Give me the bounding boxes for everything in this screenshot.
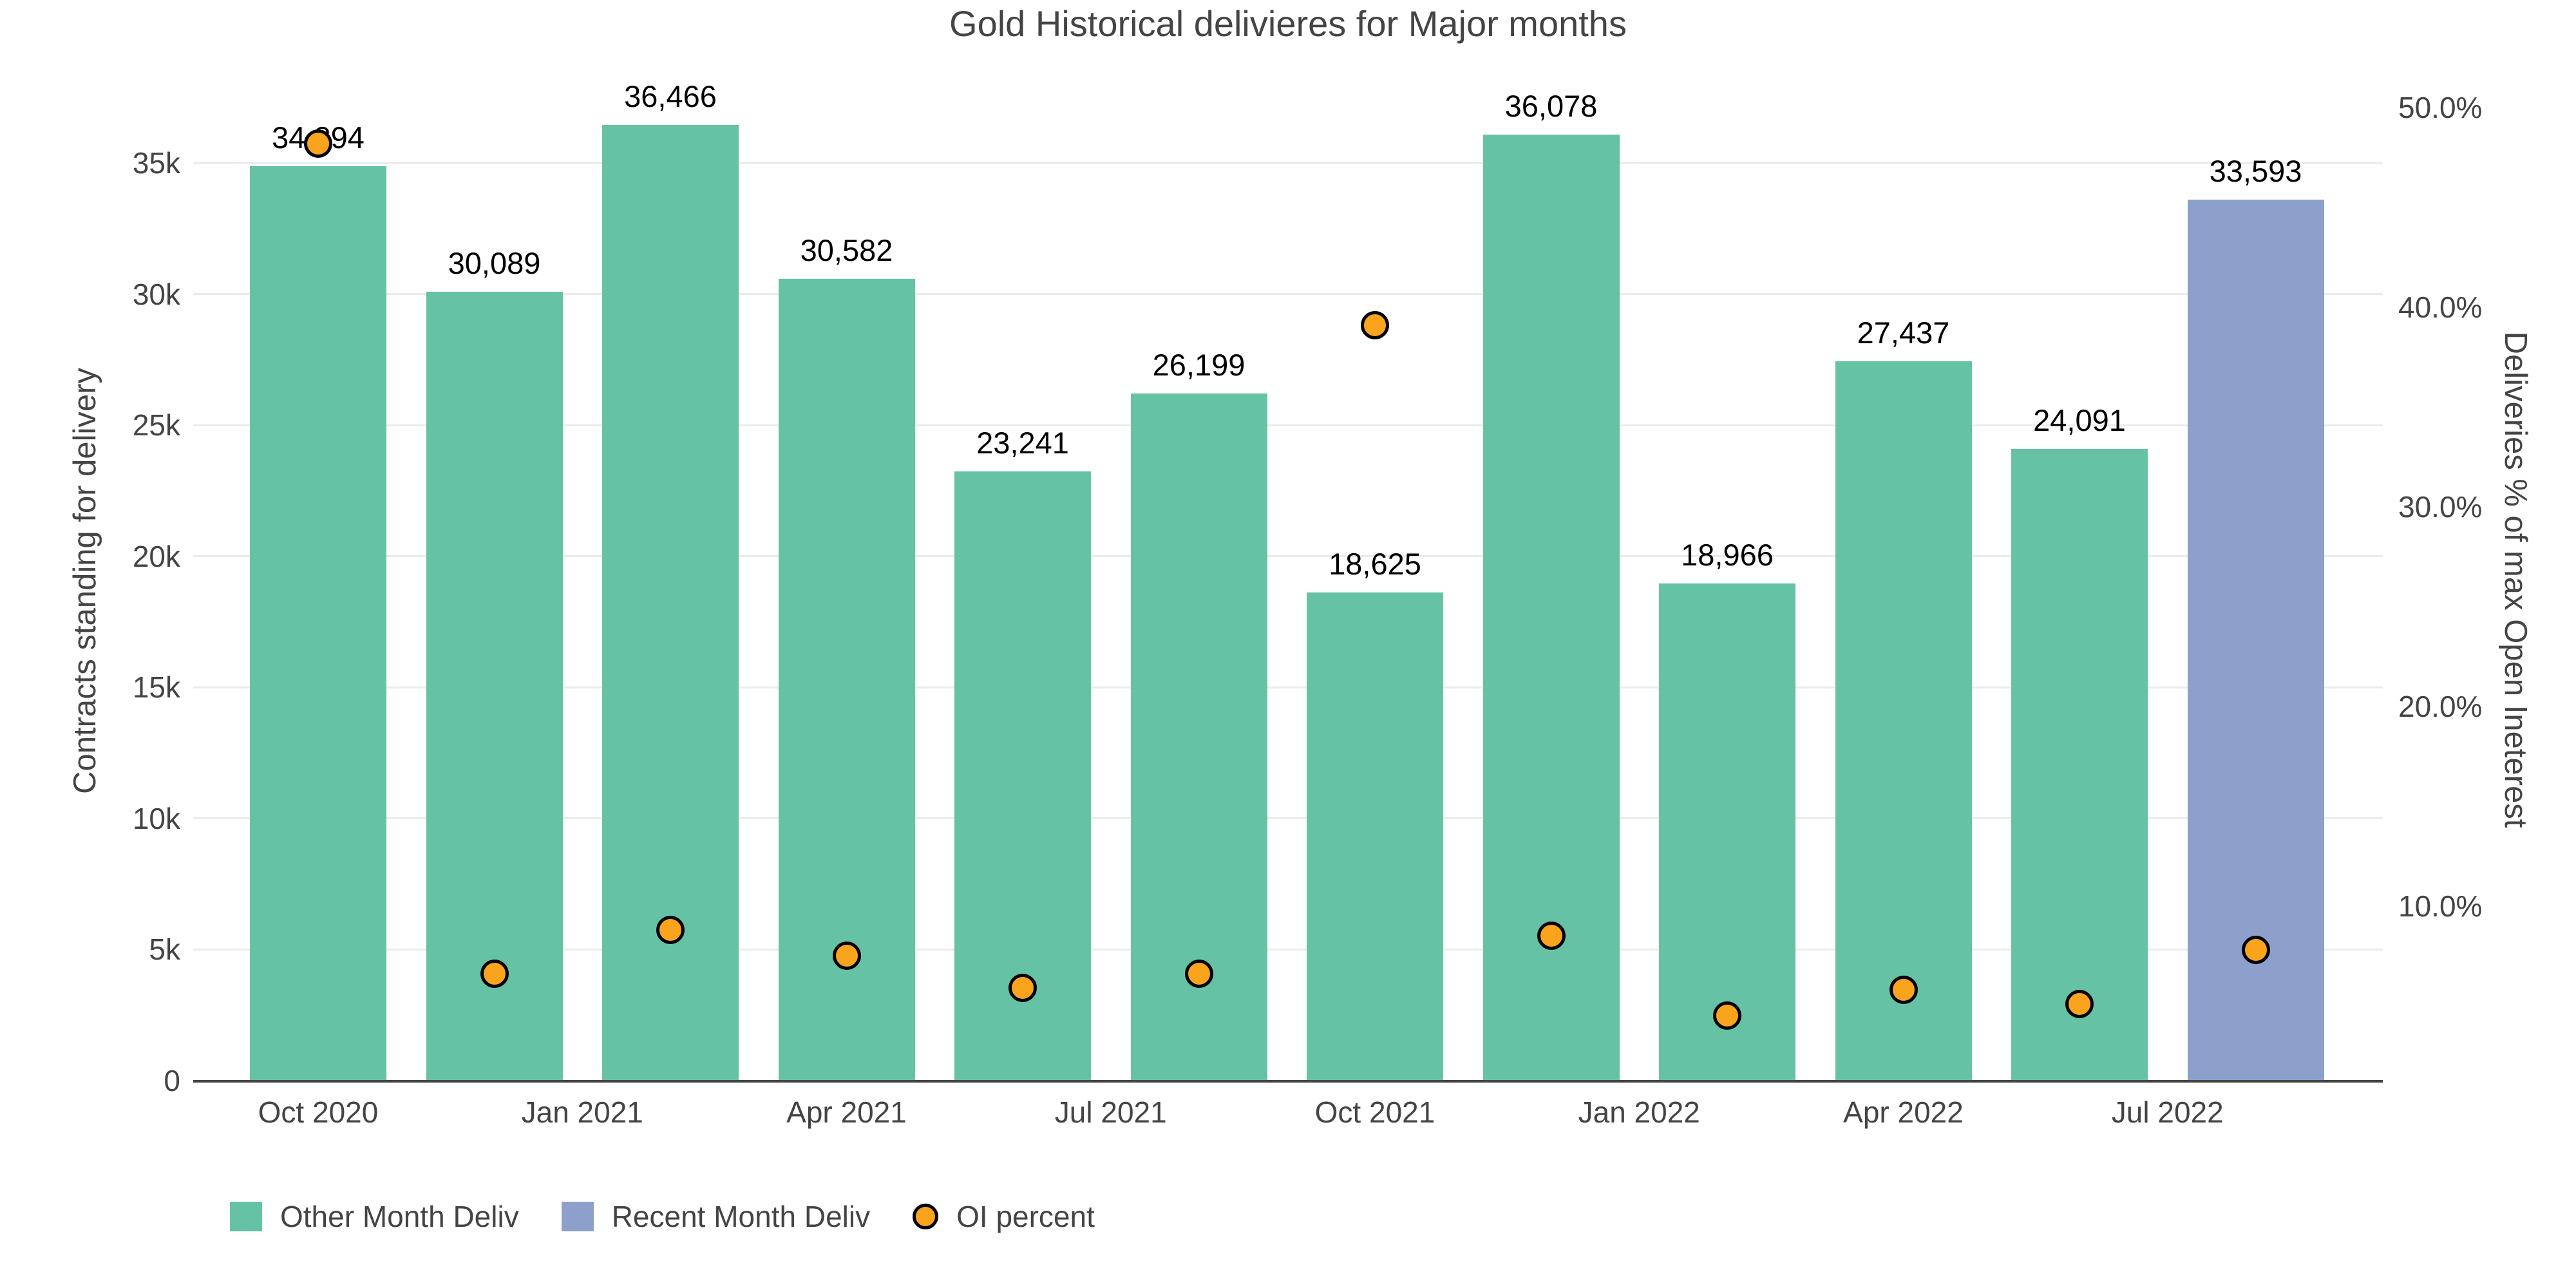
legend-label: Other Month Deliv bbox=[280, 1200, 519, 1233]
oi-percent-marker[interactable] bbox=[2065, 989, 2094, 1018]
x-axis-tick-label: Jan 2022 bbox=[1578, 1095, 1700, 1129]
legend: Other Month Deliv Recent Month Deliv OI pe… bbox=[230, 1199, 1095, 1234]
legend-label: OI percent bbox=[956, 1200, 1095, 1233]
x-axis-tick-label: Jul 2022 bbox=[2111, 1095, 2224, 1129]
bar-other-month-deliv[interactable] bbox=[1835, 361, 1972, 1081]
legend-square-swatch-icon bbox=[561, 1202, 594, 1231]
left-axis-tick-label: 5k bbox=[149, 933, 180, 967]
x-axis-tick-label: Jan 2021 bbox=[521, 1095, 643, 1129]
x-axis-tick-label: Apr 2022 bbox=[1843, 1095, 1964, 1129]
left-axis-tick-label: 20k bbox=[132, 539, 180, 573]
gridline bbox=[193, 555, 2383, 558]
oi-percent-marker[interactable] bbox=[832, 942, 861, 971]
right-axis-tick-label: 10.0% bbox=[2398, 889, 2483, 923]
bar-other-month-deliv[interactable] bbox=[426, 292, 563, 1081]
bar-other-month-deliv[interactable] bbox=[1659, 583, 1795, 1081]
x-axis-line bbox=[193, 1080, 2383, 1083]
oi-percent-marker[interactable] bbox=[656, 916, 685, 945]
right-axis-tick-label: 20.0% bbox=[2398, 689, 2483, 723]
oi-percent-marker[interactable] bbox=[1361, 311, 1389, 340]
legend-square-swatch-icon bbox=[230, 1202, 262, 1231]
legend-item-other-month-deliv[interactable]: Other Month Deliv bbox=[230, 1199, 519, 1234]
right-axis-title: Deliveries % of max Open Ineterest bbox=[2498, 331, 2533, 828]
left-axis-tick-label: 25k bbox=[132, 408, 180, 442]
bar-recent-month-deliv[interactable] bbox=[2187, 200, 2324, 1081]
gridline bbox=[193, 424, 2383, 426]
oi-percent-marker[interactable] bbox=[1537, 922, 1566, 951]
bar-other-month-deliv[interactable] bbox=[1307, 592, 1443, 1081]
bar-value-label: 23,241 bbox=[976, 425, 1069, 460]
legend-item-recent-month-deliv[interactable]: Recent Month Deliv bbox=[561, 1199, 871, 1234]
left-axis-tick-label: 35k bbox=[132, 146, 180, 180]
bar-other-month-deliv[interactable] bbox=[2011, 449, 2148, 1081]
gridline bbox=[193, 686, 2383, 688]
legend-circle-marker-icon bbox=[913, 1204, 939, 1229]
oi-percent-marker[interactable] bbox=[304, 129, 332, 158]
oi-percent-marker[interactable] bbox=[1889, 976, 1918, 1004]
oi-percent-marker[interactable] bbox=[1184, 960, 1213, 989]
legend-item-oi-percent[interactable]: OI percent bbox=[913, 1199, 1095, 1234]
right-axis-tick-label: 30.0% bbox=[2398, 490, 2483, 524]
legend-label: Recent Month Deliv bbox=[611, 1200, 871, 1233]
bar-value-label: 36,078 bbox=[1504, 89, 1598, 124]
left-axis-tick-label: 0 bbox=[164, 1064, 180, 1097]
bar-value-label: 36,466 bbox=[624, 79, 717, 113]
bar-value-label: 18,966 bbox=[1681, 537, 1774, 572]
x-axis-tick-label: Oct 2021 bbox=[1314, 1095, 1435, 1129]
right-axis-tick-label: 50.0% bbox=[2398, 91, 2483, 125]
gridline bbox=[193, 293, 2383, 296]
bar-value-label: 30,582 bbox=[800, 233, 893, 268]
oi-percent-marker[interactable] bbox=[1009, 973, 1037, 1002]
gridline bbox=[193, 948, 2383, 951]
x-axis-tick-label: Jul 2021 bbox=[1054, 1095, 1167, 1129]
x-axis-tick-label: Apr 2021 bbox=[786, 1095, 907, 1129]
left-axis-tick-label: 30k bbox=[132, 277, 180, 311]
left-axis-tick-label: 10k bbox=[132, 801, 180, 835]
right-axis-tick-label: 40.0% bbox=[2398, 290, 2483, 325]
oi-percent-marker[interactable] bbox=[2241, 936, 2270, 965]
bar-other-month-deliv[interactable] bbox=[250, 166, 386, 1081]
bar-value-label: 27,437 bbox=[1857, 316, 1950, 350]
gridline bbox=[193, 817, 2383, 820]
bar-value-label: 24,091 bbox=[2033, 403, 2126, 438]
left-axis-tick-label: 15k bbox=[132, 670, 180, 705]
chart-title: Gold Historical delivieres for Major mon… bbox=[949, 3, 1627, 44]
bar-value-label: 26,199 bbox=[1152, 348, 1245, 383]
gridline bbox=[193, 162, 2383, 164]
oi-percent-marker[interactable] bbox=[1713, 1001, 1741, 1030]
oi-percent-marker[interactable] bbox=[480, 960, 509, 989]
x-axis-tick-label: Oct 2020 bbox=[258, 1095, 379, 1129]
bar-value-label: 18,625 bbox=[1329, 546, 1421, 581]
bar-value-label: 33,593 bbox=[2209, 154, 2302, 189]
bar-value-label: 30,089 bbox=[448, 246, 541, 281]
